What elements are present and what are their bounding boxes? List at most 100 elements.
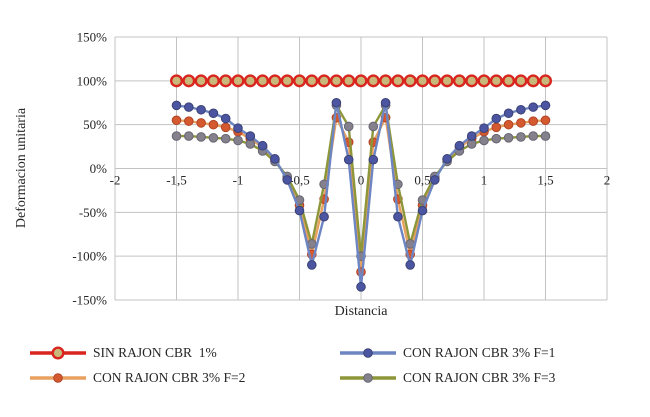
y-tick-label: 50% bbox=[83, 117, 107, 132]
data-point bbox=[268, 74, 282, 88]
data-point bbox=[502, 74, 516, 88]
data-point bbox=[231, 74, 245, 88]
data-point bbox=[307, 260, 317, 270]
data-point bbox=[343, 121, 354, 132]
data-point bbox=[379, 74, 393, 88]
data-point bbox=[528, 131, 539, 141]
data-point bbox=[184, 102, 194, 112]
data-point bbox=[305, 74, 319, 88]
data-point bbox=[317, 74, 331, 88]
legend-label: CON RAJON CBR 3% F=2 bbox=[93, 370, 246, 385]
data-point bbox=[528, 116, 539, 126]
data-point bbox=[280, 74, 294, 88]
data-point bbox=[466, 139, 477, 149]
data-point bbox=[503, 108, 514, 119]
data-point bbox=[489, 74, 503, 88]
y-tick-label: -50% bbox=[79, 205, 107, 220]
legend-marker bbox=[51, 346, 65, 360]
x-tick-label: 1,5 bbox=[537, 173, 553, 188]
legend-item: SIN RAJON CBR 1% bbox=[30, 344, 217, 362]
data-point bbox=[233, 135, 243, 146]
data-point bbox=[184, 116, 194, 126]
x-tick-label: -2 bbox=[110, 173, 121, 188]
data-point bbox=[245, 131, 256, 141]
tick-labels: 150% 100% 50% 0% -50% -100% -150% -2 -1,5 -1 -0,5 0… bbox=[72, 30, 610, 308]
data-point bbox=[182, 74, 196, 88]
data-point bbox=[196, 118, 206, 128]
data-point bbox=[491, 113, 502, 124]
data-point bbox=[479, 123, 489, 133]
y-axis-title: Deformacion unitaria bbox=[14, 107, 29, 229]
data-point bbox=[430, 175, 440, 185]
data-point bbox=[514, 74, 528, 88]
data-point bbox=[220, 122, 231, 133]
data-point bbox=[491, 122, 502, 133]
x-tick-label: 1 bbox=[481, 173, 488, 188]
data-point bbox=[294, 205, 305, 216]
data-point bbox=[528, 102, 539, 112]
data-point bbox=[428, 74, 442, 88]
y-tick-label: -150% bbox=[72, 293, 107, 308]
data-point bbox=[194, 74, 208, 88]
data-point bbox=[233, 123, 243, 133]
data-point bbox=[403, 74, 417, 88]
x-tick-label: -1,5 bbox=[166, 173, 187, 188]
data-point bbox=[354, 74, 368, 88]
data-point bbox=[196, 132, 206, 142]
x-tick-label: 0,5 bbox=[414, 173, 430, 188]
data-point bbox=[516, 118, 526, 128]
legend-item: CON RAJON CBR 3% F=3 bbox=[340, 369, 555, 387]
legend-swatch bbox=[340, 348, 396, 358]
data-point bbox=[343, 154, 354, 165]
legend-marker bbox=[363, 373, 373, 383]
data-point bbox=[219, 74, 233, 88]
data-point bbox=[405, 260, 416, 270]
legend-swatch bbox=[30, 346, 86, 360]
data-point bbox=[243, 74, 257, 88]
data-point bbox=[282, 175, 293, 185]
data-point bbox=[319, 211, 329, 222]
data-point bbox=[465, 74, 479, 88]
data-point bbox=[270, 154, 280, 164]
y-tick-label: 150% bbox=[77, 30, 108, 45]
data-point bbox=[516, 104, 526, 115]
legend-marker bbox=[363, 348, 373, 358]
legend-label: SIN RAJON CBR 1% bbox=[93, 345, 217, 360]
data-point bbox=[417, 205, 428, 216]
data-point bbox=[208, 119, 219, 130]
data-point bbox=[171, 115, 182, 126]
data-point bbox=[416, 74, 430, 88]
legend-label: CON RAJON CBR 3% F=1 bbox=[403, 345, 556, 360]
x-tick-label: 0 bbox=[358, 173, 365, 188]
data-point bbox=[479, 135, 489, 146]
data-point bbox=[516, 132, 526, 142]
legend-label: CON RAJON CBR 3% F=3 bbox=[403, 370, 556, 385]
data-point bbox=[366, 74, 380, 88]
data-point bbox=[393, 211, 403, 222]
series-con-rajon-f1 bbox=[171, 97, 551, 292]
data-point bbox=[208, 108, 219, 119]
series-sin-rajon bbox=[169, 74, 553, 88]
legend-item: CON RAJON CBR 3% F=1 bbox=[340, 344, 555, 362]
y-tick-label: 100% bbox=[77, 73, 108, 88]
data-point bbox=[526, 74, 540, 88]
data-point bbox=[293, 74, 307, 88]
data-point bbox=[440, 74, 454, 88]
data-point bbox=[503, 133, 514, 143]
data-point bbox=[491, 133, 502, 144]
data-point bbox=[442, 154, 452, 164]
data-point bbox=[503, 119, 514, 130]
data-point bbox=[466, 131, 477, 141]
data-point bbox=[454, 140, 465, 151]
data-point bbox=[171, 100, 182, 111]
data-point bbox=[256, 74, 270, 88]
data-point bbox=[196, 104, 206, 115]
data-point bbox=[206, 74, 220, 88]
legend-swatch bbox=[340, 373, 396, 383]
data-point bbox=[220, 113, 231, 124]
data-point bbox=[452, 74, 466, 88]
data-point bbox=[539, 74, 553, 88]
data-point bbox=[208, 133, 219, 143]
x-tick-label: -0,5 bbox=[289, 173, 310, 188]
